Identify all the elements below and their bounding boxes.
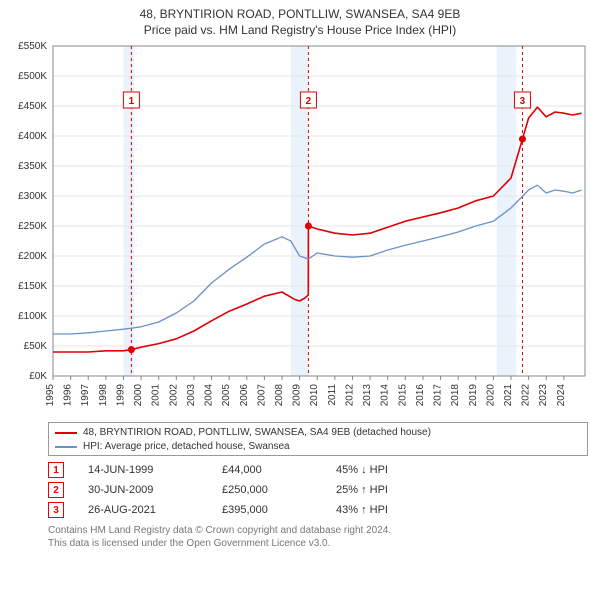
legend-row: HPI: Average price, detached house, Swan… <box>55 440 581 454</box>
svg-text:2004: 2004 <box>204 384 215 407</box>
event-date: 30-JUN-2009 <box>88 484 198 496</box>
event-date: 14-JUN-1999 <box>88 464 198 476</box>
event-price: £44,000 <box>222 464 312 476</box>
svg-text:2024: 2024 <box>556 384 567 407</box>
svg-text:2003: 2003 <box>186 384 197 407</box>
svg-text:2019: 2019 <box>468 384 479 407</box>
svg-text:2018: 2018 <box>450 384 461 407</box>
svg-text:1996: 1996 <box>63 384 74 407</box>
svg-text:1995: 1995 <box>45 384 56 407</box>
svg-text:2007: 2007 <box>256 384 267 407</box>
title-line-2: Price paid vs. HM Land Registry's House … <box>0 22 600 38</box>
svg-text:2021: 2021 <box>503 384 514 407</box>
footer: Contains HM Land Registry data © Crown c… <box>48 524 588 550</box>
svg-text:£500K: £500K <box>18 71 47 82</box>
event-price: £395,000 <box>222 504 312 516</box>
svg-text:2013: 2013 <box>362 384 373 407</box>
svg-text:2011: 2011 <box>327 384 338 406</box>
svg-text:2002: 2002 <box>168 384 179 407</box>
svg-text:2006: 2006 <box>239 384 250 407</box>
event-marker-icon: 1 <box>48 462 64 478</box>
svg-text:£400K: £400K <box>18 131 47 142</box>
chart-title: 48, BRYNTIRION ROAD, PONTLLIW, SWANSEA, … <box>0 0 600 38</box>
svg-text:2010: 2010 <box>309 384 320 407</box>
svg-text:£250K: £250K <box>18 221 47 232</box>
svg-text:£550K: £550K <box>18 41 47 52</box>
events-table: 1 14-JUN-1999 £44,000 45% ↓ HPI 2 30-JUN… <box>48 462 588 518</box>
legend-swatch <box>55 446 77 448</box>
svg-text:£350K: £350K <box>18 161 47 172</box>
legend-label: HPI: Average price, detached house, Swan… <box>83 440 290 454</box>
svg-text:2005: 2005 <box>221 384 232 407</box>
svg-text:2015: 2015 <box>397 384 408 407</box>
event-price: £250,000 <box>222 484 312 496</box>
svg-text:£150K: £150K <box>18 281 47 292</box>
svg-text:1999: 1999 <box>115 384 126 407</box>
footer-line-1: Contains HM Land Registry data © Crown c… <box>48 524 588 537</box>
svg-text:2: 2 <box>306 96 312 107</box>
footer-line-2: This data is licensed under the Open Gov… <box>48 537 588 550</box>
svg-text:£200K: £200K <box>18 251 47 262</box>
title-line-1: 48, BRYNTIRION ROAD, PONTLLIW, SWANSEA, … <box>0 6 600 22</box>
svg-text:2008: 2008 <box>274 384 285 407</box>
svg-text:£300K: £300K <box>18 191 47 202</box>
event-row: 1 14-JUN-1999 £44,000 45% ↓ HPI <box>48 462 588 478</box>
legend-label: 48, BRYNTIRION ROAD, PONTLLIW, SWANSEA, … <box>83 426 431 440</box>
svg-text:£50K: £50K <box>24 341 48 352</box>
svg-text:2000: 2000 <box>133 384 144 407</box>
svg-text:2022: 2022 <box>521 384 532 407</box>
svg-text:£0K: £0K <box>29 371 47 382</box>
svg-text:£450K: £450K <box>18 101 47 112</box>
svg-text:2016: 2016 <box>415 384 426 407</box>
svg-text:2020: 2020 <box>485 384 496 407</box>
event-row: 2 30-JUN-2009 £250,000 25% ↑ HPI <box>48 482 588 498</box>
svg-text:2014: 2014 <box>380 384 391 407</box>
svg-text:2012: 2012 <box>344 384 355 407</box>
svg-text:£100K: £100K <box>18 311 47 322</box>
svg-text:2017: 2017 <box>433 384 444 407</box>
price-chart: £0K £50K £100K £150K £200K £250K £300K £350K £40… <box>5 38 595 418</box>
event-row: 3 26-AUG-2021 £395,000 43% ↑ HPI <box>48 502 588 518</box>
event-pct: 43% ↑ HPI <box>336 504 426 516</box>
event-pct: 25% ↑ HPI <box>336 484 426 496</box>
svg-text:1998: 1998 <box>98 384 109 407</box>
svg-text:1: 1 <box>129 96 135 107</box>
svg-text:3: 3 <box>520 96 526 107</box>
event-pct: 45% ↓ HPI <box>336 464 426 476</box>
svg-text:1997: 1997 <box>80 384 91 407</box>
event-marker-icon: 3 <box>48 502 64 518</box>
event-date: 26-AUG-2021 <box>88 504 198 516</box>
svg-text:2001: 2001 <box>151 384 162 407</box>
event-marker-icon: 2 <box>48 482 64 498</box>
legend-swatch <box>55 432 77 434</box>
svg-text:2023: 2023 <box>538 384 549 407</box>
svg-text:2009: 2009 <box>292 384 303 407</box>
legend-row: 48, BRYNTIRION ROAD, PONTLLIW, SWANSEA, … <box>55 426 581 440</box>
legend: 48, BRYNTIRION ROAD, PONTLLIW, SWANSEA, … <box>48 422 588 456</box>
